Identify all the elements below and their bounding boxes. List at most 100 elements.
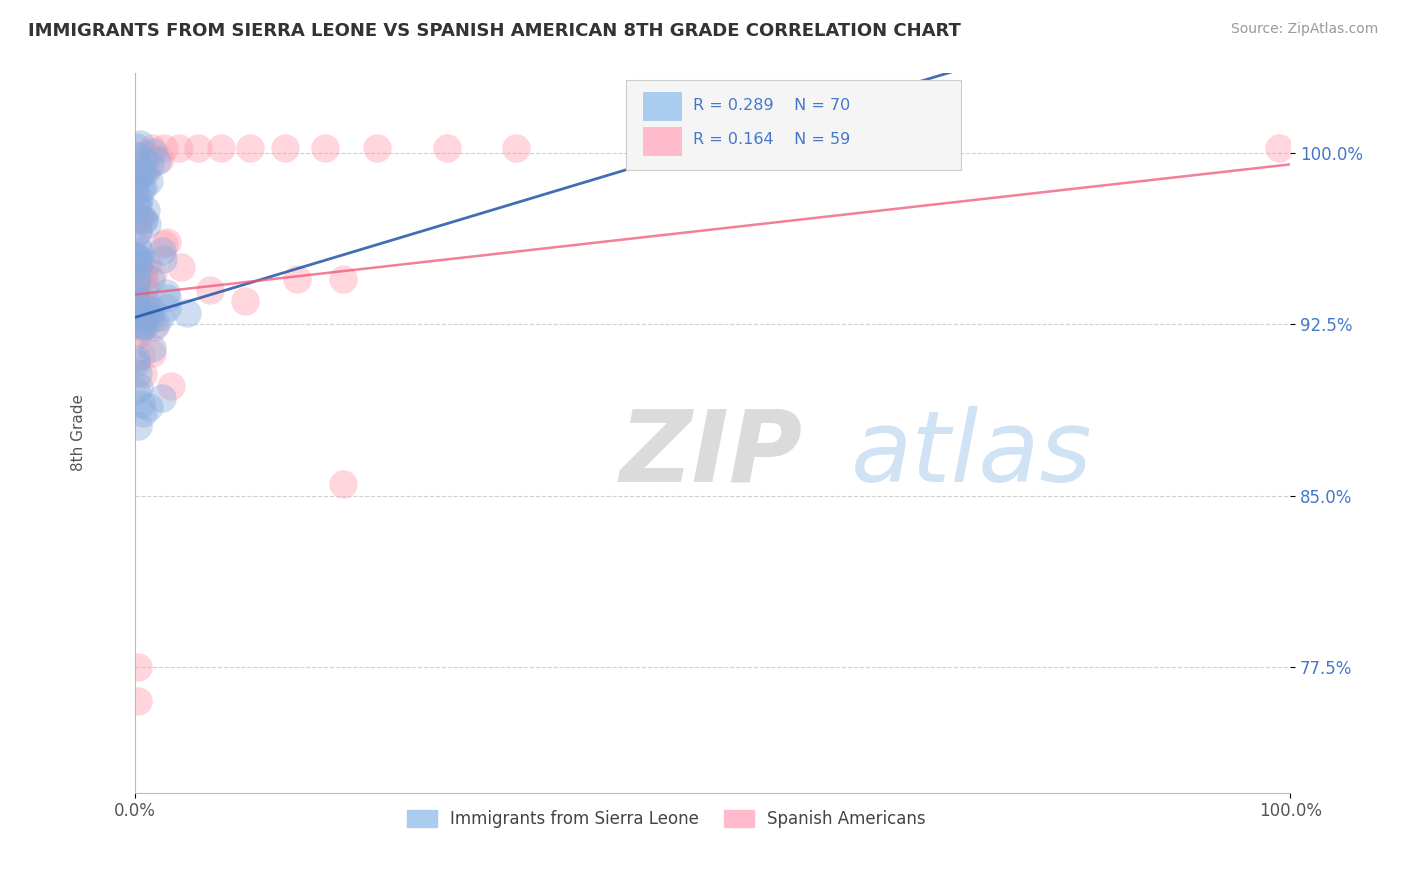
Point (136, 217, 159, 231)
Point (124, 289, 146, 303)
Point (131, 348, 153, 362)
Point (139, 312, 162, 326)
Point (125, 250, 148, 264)
Point (124, 148, 146, 162)
Point (505, 141, 527, 155)
Point (239, 141, 262, 155)
Point (285, 271, 308, 285)
Text: R = 0.164    N = 59: R = 0.164 N = 59 (693, 132, 851, 147)
Point (127, 419, 149, 434)
Point (150, 392, 173, 406)
Text: IMMIGRANTS FROM SIERRA LEONE VS SPANISH AMERICAN 8TH GRADE CORRELATION CHART: IMMIGRANTS FROM SIERRA LEONE VS SPANISH … (28, 22, 960, 40)
Point (156, 235, 179, 250)
Point (150, 244, 173, 259)
Point (124, 289, 146, 303)
Point (128, 293, 150, 307)
Point (132, 153, 155, 167)
Point (125, 384, 148, 398)
Point (1267, 141, 1289, 155)
Point (135, 146, 157, 161)
Point (135, 203, 157, 218)
Point (127, 224, 149, 238)
Point (125, 298, 148, 312)
Point (127, 260, 149, 274)
Point (127, 195, 149, 210)
Point (134, 318, 156, 333)
Point (128, 321, 150, 335)
Point (146, 153, 169, 168)
Point (132, 310, 155, 325)
Point (128, 380, 150, 394)
Point (131, 269, 153, 284)
Point (131, 300, 153, 314)
Point (125, 282, 148, 296)
Point (124, 166, 146, 180)
Y-axis label: 8th Grade: 8th Grade (72, 394, 86, 471)
Legend: Immigrants from Sierra Leone, Spanish Americans: Immigrants from Sierra Leone, Spanish Am… (401, 803, 932, 835)
Point (136, 256, 159, 270)
Point (129, 244, 152, 259)
Point (152, 141, 174, 155)
Point (125, 352, 148, 367)
Point (187, 141, 209, 155)
Point (124, 302, 146, 317)
Point (127, 169, 149, 183)
Point (141, 272, 163, 286)
Text: R = 0.289    N = 70: R = 0.289 N = 70 (693, 98, 851, 113)
Point (141, 341, 163, 355)
Point (129, 268, 152, 282)
Point (198, 283, 221, 297)
Point (125, 249, 148, 263)
Point (124, 293, 146, 308)
Point (135, 308, 157, 322)
Point (152, 252, 174, 267)
Point (132, 296, 155, 310)
Point (128, 211, 150, 225)
Point (127, 694, 149, 708)
Point (124, 196, 146, 211)
Point (132, 319, 155, 334)
Point (141, 346, 163, 360)
Point (124, 173, 146, 187)
Point (132, 212, 155, 227)
Point (129, 181, 152, 195)
Point (135, 164, 157, 178)
Point (176, 306, 198, 320)
Point (125, 272, 148, 286)
Point (142, 266, 165, 280)
Point (124, 277, 146, 292)
Point (145, 318, 167, 332)
Point (274, 141, 297, 155)
Point (366, 141, 388, 155)
Point (125, 274, 148, 288)
Point (156, 301, 179, 316)
Point (128, 293, 150, 307)
Point (125, 239, 148, 253)
Point (138, 400, 160, 414)
Text: ZIP: ZIP (620, 406, 803, 503)
Point (129, 211, 152, 226)
Point (211, 141, 233, 155)
FancyBboxPatch shape (643, 127, 682, 156)
Point (314, 141, 336, 155)
Point (142, 145, 165, 159)
FancyBboxPatch shape (643, 93, 682, 121)
Point (233, 294, 256, 309)
Point (132, 213, 155, 227)
Point (129, 136, 152, 151)
Point (131, 164, 153, 178)
Point (141, 303, 163, 318)
Text: atlas: atlas (851, 406, 1092, 503)
Point (159, 378, 181, 392)
Point (128, 192, 150, 206)
FancyBboxPatch shape (626, 80, 960, 170)
Point (124, 318, 146, 333)
Point (127, 367, 149, 381)
Point (127, 199, 149, 213)
Point (138, 173, 160, 187)
Point (149, 152, 172, 166)
Point (142, 320, 165, 334)
Point (134, 281, 156, 295)
Point (127, 304, 149, 318)
Point (332, 271, 354, 285)
